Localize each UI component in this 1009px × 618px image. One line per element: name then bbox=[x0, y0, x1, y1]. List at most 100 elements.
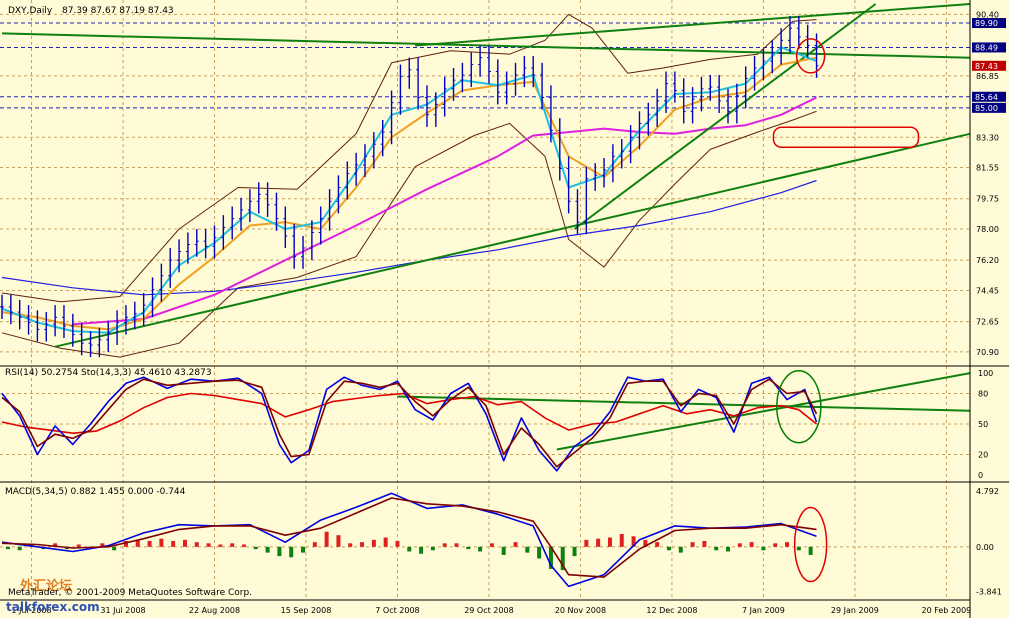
macd-histogram-bar bbox=[560, 546, 565, 571]
macd-histogram-bar bbox=[489, 543, 494, 547]
rsi-y-tick-label: 0 bbox=[978, 471, 983, 480]
x-tick-label: 1 Jul 2008 bbox=[11, 606, 51, 615]
x-tick-label: 12 Dec 2008 bbox=[646, 606, 697, 615]
copyright-text: MetaTrader, © 2001-2009 MetaQuotes Softw… bbox=[8, 588, 252, 598]
price-marker-box bbox=[972, 102, 1006, 113]
macd-y-tick-label: -3.841 bbox=[976, 587, 1002, 596]
x-tick-label: 20 Nov 2008 bbox=[555, 606, 606, 615]
macd-histogram-bar bbox=[135, 539, 140, 547]
macd-histogram-bar bbox=[607, 537, 612, 547]
rsi-y-tick-label: 50 bbox=[978, 420, 988, 429]
macd-histogram-bar bbox=[596, 538, 601, 547]
macd-histogram-bar bbox=[808, 546, 813, 555]
macd-y-tick-label: 0.00 bbox=[976, 543, 994, 552]
stochastic-signal-line bbox=[1, 378, 818, 468]
price-marker-label: 85.64 bbox=[975, 93, 998, 102]
x-tick-label: 7 Jan 2009 bbox=[742, 606, 785, 615]
price-panel bbox=[0, 3, 971, 358]
price-marker-label: 85.00 bbox=[975, 104, 998, 113]
y-tick-label: 81.55 bbox=[976, 164, 999, 173]
macd-histogram-bar bbox=[182, 539, 187, 547]
macd-histogram-bar bbox=[277, 546, 282, 557]
macd-histogram-bar bbox=[336, 535, 341, 547]
macd-histogram-bar bbox=[761, 546, 766, 551]
price-marker-label: 89.90 bbox=[975, 19, 998, 28]
macd-histogram-bar bbox=[525, 546, 530, 553]
trendline bbox=[1, 32, 971, 59]
macd-histogram-bar bbox=[666, 546, 671, 551]
watermark-chinese: 外汇论坛 bbox=[19, 578, 72, 594]
macd-histogram-bar bbox=[301, 546, 306, 553]
price-panel-title: DXY,Daily bbox=[8, 6, 53, 16]
macd-histogram-bar bbox=[726, 546, 730, 552]
macd-histogram-bar bbox=[619, 534, 624, 547]
x-tick-label: 22 Aug 2008 bbox=[189, 606, 240, 615]
macd-histogram-bar bbox=[159, 538, 164, 547]
price-marker-label: 88.49 bbox=[975, 43, 998, 52]
macd-histogram-bar bbox=[360, 542, 365, 547]
macd-histogram-bar bbox=[643, 539, 648, 547]
rsi-line bbox=[1, 392, 818, 435]
macd-histogram-bar bbox=[419, 546, 424, 554]
y-tick-label: 76.20 bbox=[976, 256, 999, 265]
macd-histogram-bar bbox=[714, 546, 719, 551]
rsi-panel-title: RSI(14) 50.2754 Sto(14,3,3) 45.4610 43.2… bbox=[5, 368, 212, 378]
macd-histogram-bar bbox=[737, 543, 742, 547]
y-tick-label: 78.00 bbox=[976, 225, 999, 234]
y-tick-label: 83.30 bbox=[976, 133, 999, 142]
bollinger-lower bbox=[1, 110, 817, 358]
macd-histogram-bar bbox=[348, 543, 353, 547]
price-ohlc-readout: 87.39 87.67 87.19 87.43 bbox=[62, 6, 174, 16]
rsi-trendline bbox=[556, 372, 971, 451]
rsi-stochastic-panel bbox=[1, 369, 971, 472]
price-marker-label: 87.43 bbox=[975, 62, 998, 71]
macd-histogram-bar bbox=[265, 546, 270, 553]
macd-histogram-bar bbox=[655, 542, 660, 547]
macd-histogram-bar bbox=[123, 541, 128, 547]
macd-histogram-bar bbox=[171, 541, 176, 547]
trendline bbox=[415, 3, 971, 47]
ema-fast-line bbox=[1, 46, 817, 334]
price-marker-box bbox=[972, 42, 1006, 53]
annotation-circle bbox=[795, 38, 826, 74]
macd-histogram-bar bbox=[631, 536, 636, 547]
macd-panel-title: MACD(5,34,5) 0.882 1.455 0.000 -0.744 bbox=[5, 487, 186, 497]
macd-histogram-bar bbox=[76, 544, 81, 547]
x-tick-label: 15 Sep 2008 bbox=[281, 606, 332, 615]
stochastic-main-line bbox=[1, 376, 818, 472]
macd-histogram-bar bbox=[572, 546, 577, 557]
macd-panel bbox=[1, 492, 828, 588]
macd-histogram-bar bbox=[383, 537, 388, 547]
macd-histogram-bar bbox=[430, 546, 435, 551]
macd-histogram-bar bbox=[548, 546, 553, 569]
x-tick-label: 20 Feb 2009 bbox=[921, 606, 971, 615]
macd-histogram-bar bbox=[242, 544, 246, 547]
macd-histogram-bar bbox=[5, 546, 10, 550]
annotation-box bbox=[772, 126, 920, 149]
rsi-y-tick-label: 20 bbox=[978, 451, 988, 460]
macd-histogram-bar bbox=[749, 542, 754, 547]
x-tick-label: 31 Jul 2008 bbox=[100, 606, 145, 615]
macd-histogram-bar bbox=[253, 546, 258, 550]
macd-histogram-bar bbox=[442, 543, 447, 547]
macd-line bbox=[1, 492, 817, 588]
rsi-annotation-circle bbox=[776, 369, 822, 444]
macd-histogram-bar bbox=[324, 531, 329, 547]
macd-histogram-bar bbox=[17, 546, 22, 551]
macd-histogram-bar bbox=[678, 546, 683, 553]
y-tick-label: 74.45 bbox=[976, 286, 999, 295]
macd-histogram-bar bbox=[147, 541, 152, 547]
price-marker-box bbox=[972, 91, 1006, 102]
macd-histogram-bar bbox=[537, 546, 542, 559]
macd-histogram-bar bbox=[112, 546, 117, 551]
macd-histogram-bar bbox=[513, 542, 518, 547]
macd-histogram-bar bbox=[702, 541, 707, 547]
macd-signal-line bbox=[1, 497, 817, 578]
grid bbox=[0, 0, 970, 600]
macd-histogram-bar bbox=[395, 541, 400, 547]
macd-histogram-bar bbox=[100, 543, 105, 547]
watermark-latin: talkforex.com bbox=[6, 600, 100, 614]
y-tick-label: 79.75 bbox=[976, 195, 999, 204]
